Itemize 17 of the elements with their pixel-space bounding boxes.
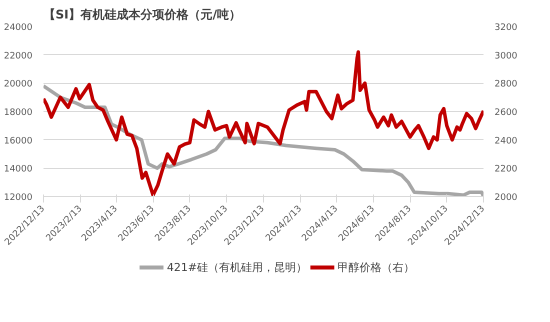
y2-tick-label: 2200	[494, 164, 518, 175]
y2-tick-label: 2400	[494, 136, 518, 146]
y-tick-label: 18000	[4, 108, 33, 118]
y2-tick-label: 2600	[494, 108, 518, 118]
y-tick-label: 12000	[4, 193, 33, 203]
legend-label: 421#硅（有机硅用，昆明）	[166, 261, 308, 274]
legend-label: 甲醇价格（右）	[338, 261, 415, 274]
y-tick-label: 20000	[4, 80, 33, 90]
y2-tick-label: 3200	[494, 23, 518, 33]
chart-title: 【SI】有机硅成本分项价格（元/吨）	[44, 8, 241, 22]
y2-tick-label: 3000	[494, 51, 518, 62]
y-tick-label: 16000	[4, 136, 33, 146]
y-tick-label: 24000	[4, 23, 33, 33]
y-tick-label: 14000	[4, 164, 33, 175]
y-tick-label: 22000	[4, 51, 33, 62]
y2-tick-label: 2800	[494, 80, 518, 90]
y2-tick-label: 2000	[494, 193, 518, 203]
